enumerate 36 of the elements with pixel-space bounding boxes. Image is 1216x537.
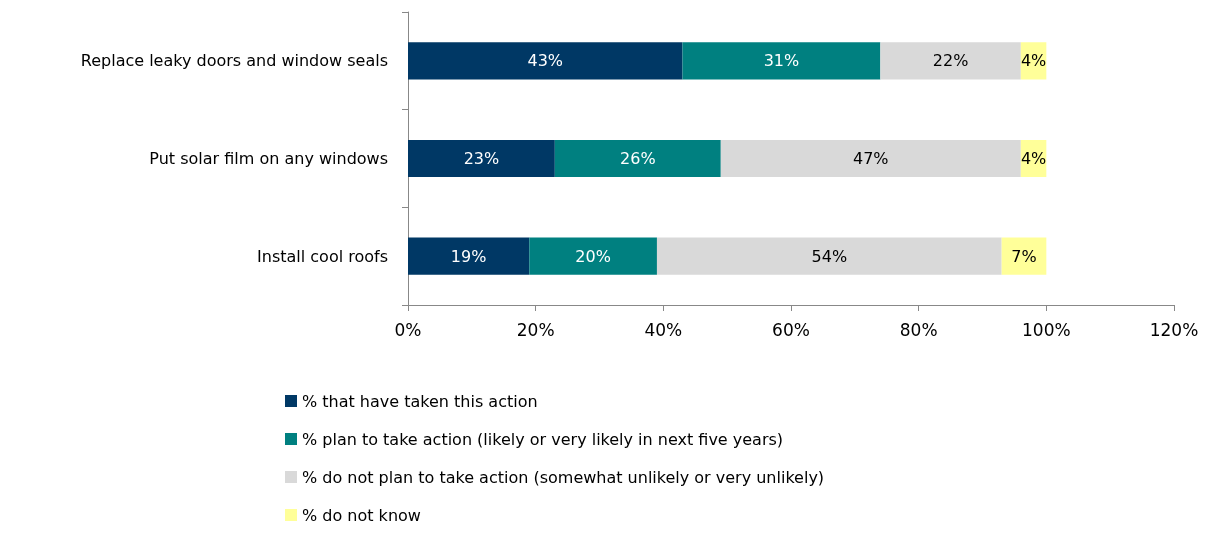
bar [656,237,1002,275]
data-label: 31% [763,51,800,71]
data-label: 4% [1020,51,1047,71]
bar [720,139,1021,178]
x-tick-label: 80% [899,319,938,340]
x-tick-label: 100% [1022,319,1071,340]
y-tick-label: Put solar film on any windows [149,149,388,168]
bar [408,237,530,275]
x-tick-label: 60% [772,319,810,340]
data-label: 7% [1011,246,1037,266]
data-label: 47% [853,149,889,168]
x-tick-label: 20% [516,319,555,340]
legend-label: % plan to take action (likely or very likely in next five years) [302,429,784,449]
data-label: 54% [811,246,848,266]
legend-label: % that have taken this action [302,391,538,411]
data-label: 22% [932,51,969,71]
data-label: 23% [463,149,500,168]
data-label: 20% [575,246,611,266]
bar [554,139,721,178]
bar [529,237,657,275]
data-label: 19% [450,246,487,266]
y-tick-label: Install cool roofs [257,246,388,266]
y-tick-label: Replace leaky doors and window seals [80,51,388,71]
bar [408,42,683,80]
data-label: 4% [1020,149,1047,168]
legend-label: % do not know [302,505,421,525]
bar [1001,237,1047,275]
data-label: 26% [620,149,656,168]
bar [682,42,881,80]
x-tick-label: 120% [1149,319,1199,340]
bar [880,42,1021,80]
x-tick-label: 0% [394,319,422,340]
data-label: 43% [527,51,564,71]
x-tick-label: 40% [644,319,683,340]
bar [408,139,555,178]
legend-label: % do not plan to take action (somewhat unlikely or very unlikely) [302,467,825,487]
